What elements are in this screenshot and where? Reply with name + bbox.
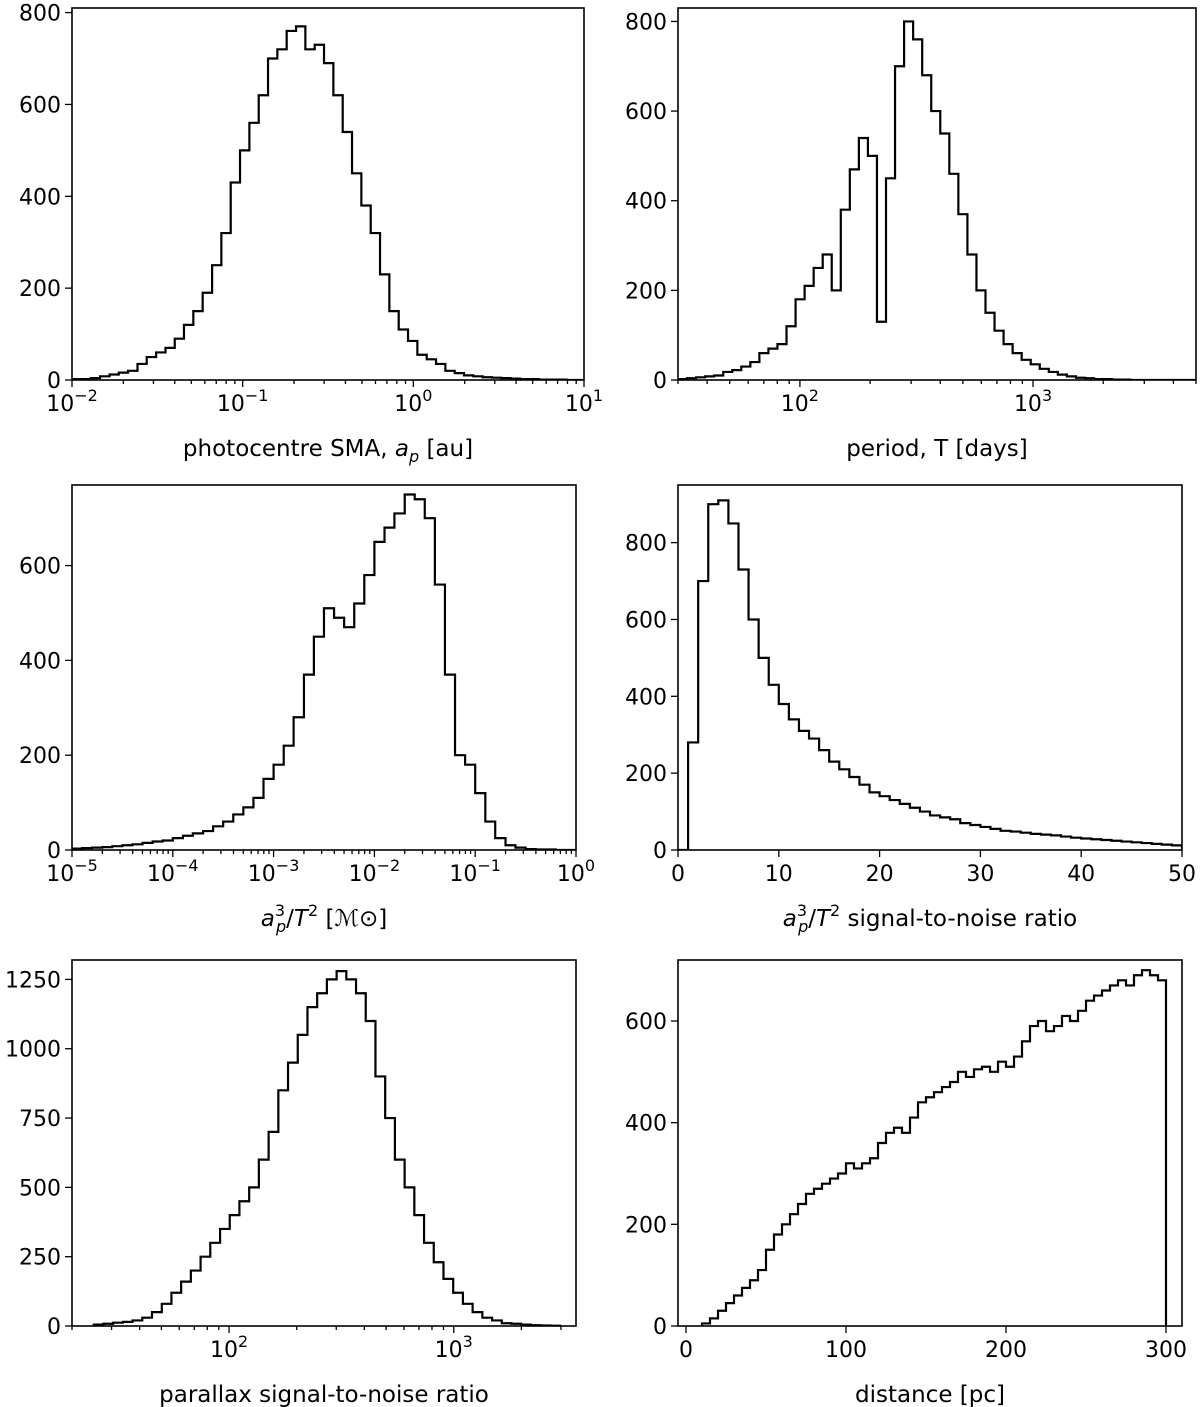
x-tick-label: 0 xyxy=(679,1338,693,1363)
panel-a3-over-t2: 10−5 10−4 10−3 10−2 10−1 100 0 200 400 600 a3 p/T2 … xyxy=(19,484,595,936)
y-tick-label: 200 xyxy=(625,1213,667,1238)
y-tick-label: 400 xyxy=(625,685,667,710)
x-tick-label: 50 xyxy=(1168,862,1196,887)
panel-parallax-snr: 102 103 0 250 500 750 1000 1250 parallax signal-… xyxy=(5,959,577,1407)
y-tick-label: 500 xyxy=(19,1176,61,1201)
x-axis-label: period, T [days] xyxy=(846,436,1027,462)
period-histogram xyxy=(678,20,1196,380)
x-axis-label: photocentre SMA, ap [au] xyxy=(183,436,473,466)
x-tick-label: 10−5 xyxy=(46,856,98,887)
x-tick-label: 101 xyxy=(565,386,603,417)
x-tick-label: 102 xyxy=(781,386,819,417)
plot-frame xyxy=(677,484,1183,851)
plot-frame xyxy=(71,484,577,851)
x-tick-label: 10−2 xyxy=(349,856,401,887)
y-tick-label: 200 xyxy=(625,279,667,304)
y-tick-label: 750 xyxy=(19,1107,61,1132)
x-tick-label: 10−1 xyxy=(217,386,269,417)
y-tick-label: 600 xyxy=(19,93,61,118)
y-tick-label: 400 xyxy=(19,649,61,674)
y-tick-label: 800 xyxy=(625,532,667,557)
a3-over-t2-histogram xyxy=(72,493,576,850)
x-tick-label: 100 xyxy=(394,386,432,417)
x-axis-label: distance [pc] xyxy=(855,1382,1005,1407)
parallax-snr-histogram xyxy=(92,969,562,1326)
x-axis-label: parallax signal-to-noise ratio xyxy=(159,1382,489,1407)
y-tick-label: 250 xyxy=(19,1246,61,1271)
plot-frame xyxy=(677,959,1183,1327)
y-tick-label: 0 xyxy=(47,839,61,864)
y-tick-label: 200 xyxy=(19,744,61,769)
x-axis-label: a3 p/T2 [ℳ⊙] xyxy=(261,901,388,936)
y-tick-label: 600 xyxy=(625,608,667,633)
y-tick-label: 400 xyxy=(625,1112,667,1137)
x-tick-label: 20 xyxy=(866,862,894,887)
y-tick-label: 0 xyxy=(47,369,61,394)
plot-frame xyxy=(677,7,1197,381)
y-tick-label: 1250 xyxy=(5,968,61,993)
plot-frame xyxy=(71,959,577,1327)
x-tick-label: 0 xyxy=(671,862,685,887)
x-tick-label: 10 xyxy=(765,862,793,887)
y-tick-label: 0 xyxy=(653,1315,667,1340)
x-tick-label: 103 xyxy=(1014,386,1052,417)
y-tick-label: 0 xyxy=(653,839,667,864)
x-tick-label: 200 xyxy=(985,1338,1027,1363)
x-tick-label: 10−3 xyxy=(248,856,300,887)
x-tick-label: 102 xyxy=(210,1332,248,1363)
panel-a3t2-snr: 0 10 20 30 40 50 0 200 400 600 800 a3 p/T2 signal-to… xyxy=(625,484,1196,936)
x-tick-label: 40 xyxy=(1067,862,1095,887)
x-tick-label: 100 xyxy=(557,856,595,887)
y-tick-label: 400 xyxy=(19,185,61,210)
x-tick-label: 30 xyxy=(966,862,994,887)
x-tick-label: 10−4 xyxy=(147,856,199,887)
y-tick-label: 800 xyxy=(19,2,61,27)
x-axis-label: a3 p/T2 signal-to-noise ratio xyxy=(783,901,1077,936)
distance-histogram xyxy=(700,969,1168,1326)
panel-photocentre-sma: 10−2 10−1 100 101 0 200 400 600 800 photocentre S… xyxy=(19,2,603,466)
y-tick-label: 0 xyxy=(653,369,667,394)
x-tick-label: 103 xyxy=(435,1332,473,1363)
x-tick-label: 100 xyxy=(825,1338,867,1363)
panel-period: 102 103 0 200 400 600 800 period, T [days] xyxy=(625,7,1197,462)
y-tick-label: 400 xyxy=(625,190,667,215)
a3t2-snr-histogram xyxy=(678,499,1182,850)
y-tick-label: 600 xyxy=(625,1010,667,1035)
plot-frame xyxy=(71,7,585,381)
y-tick-label: 800 xyxy=(625,10,667,35)
y-tick-label: 1000 xyxy=(5,1038,61,1063)
y-tick-label: 200 xyxy=(19,277,61,302)
y-tick-label: 600 xyxy=(19,555,61,580)
x-tick-label: 10−1 xyxy=(449,856,501,887)
x-tick-label: 10−2 xyxy=(46,386,98,417)
y-tick-label: 0 xyxy=(47,1315,61,1340)
panel-distance: 0 100 200 300 0 200 400 600 distance [pc] xyxy=(625,959,1187,1407)
photocentre-sma-histogram xyxy=(72,25,584,380)
x-tick-label: 300 xyxy=(1145,1338,1187,1363)
y-tick-label: 200 xyxy=(625,762,667,787)
y-tick-label: 600 xyxy=(625,100,667,125)
